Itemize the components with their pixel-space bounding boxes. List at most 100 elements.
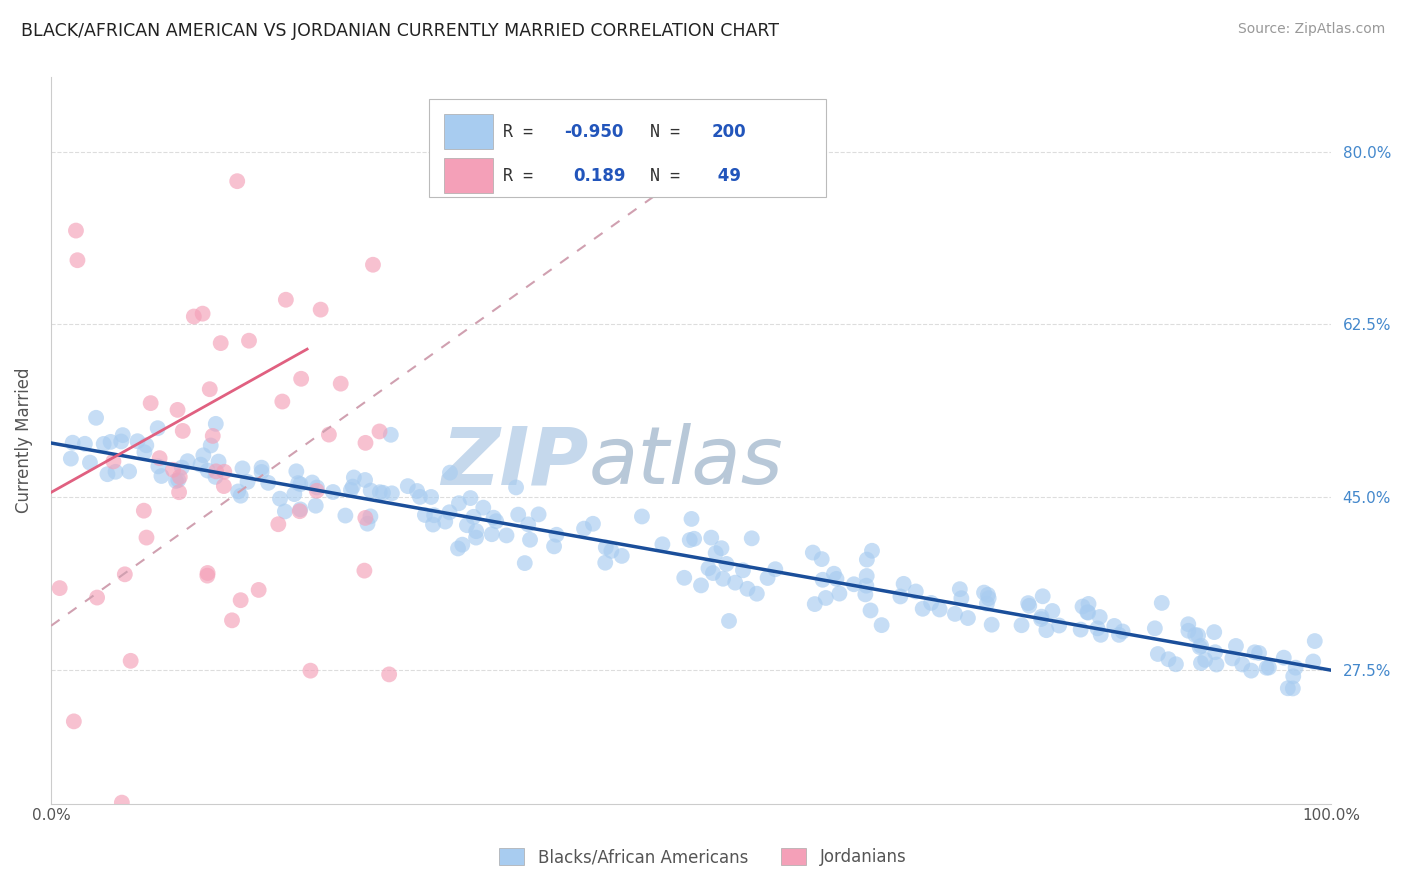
Point [299, 664, 322, 678]
Point [361, 258, 384, 272]
Point [745, 587, 768, 601]
Point [197, 566, 219, 580]
Point [166, 403, 188, 417]
Point [1282, 669, 1305, 683]
Point [354, 435, 377, 450]
Point [465, 524, 488, 538]
Text: 0.189: 0.189 [574, 167, 626, 185]
Point [342, 479, 364, 493]
Point [1143, 621, 1166, 635]
Point [651, 537, 673, 551]
Point [928, 602, 950, 616]
Point [250, 460, 273, 475]
Point [814, 591, 837, 605]
Point [1088, 610, 1111, 624]
Point [595, 541, 617, 555]
Point [610, 549, 633, 563]
Text: ZIP: ZIP [441, 424, 589, 501]
Point [343, 470, 366, 484]
Point [1029, 612, 1052, 626]
Point [1040, 604, 1063, 618]
Point [973, 585, 995, 599]
Point [949, 582, 972, 597]
Point [543, 540, 565, 554]
Point [267, 517, 290, 532]
Point [62, 435, 84, 450]
Text: -0.950: -0.950 [564, 122, 624, 141]
Point [359, 509, 381, 524]
Point [1282, 681, 1305, 696]
Point [274, 504, 297, 518]
Point [59, 451, 82, 466]
Point [207, 454, 229, 468]
Point [860, 543, 883, 558]
Point [193, 448, 215, 462]
Point [943, 607, 966, 621]
Point [472, 500, 495, 515]
Point [911, 601, 934, 615]
Text: BLACK/AFRICAN AMERICAN VS JORDANIAN CURRENTLY MARRIED CORRELATION CHART: BLACK/AFRICAN AMERICAN VS JORDANIAN CURR… [21, 22, 779, 40]
Point [756, 571, 779, 585]
Point [434, 515, 457, 529]
Point [176, 454, 198, 468]
Point [148, 459, 170, 474]
Point [66, 253, 89, 268]
Point [271, 394, 294, 409]
Point [1108, 628, 1130, 642]
Point [380, 427, 402, 442]
Point [513, 556, 536, 570]
Point [190, 458, 212, 472]
Point [1147, 647, 1170, 661]
Point [329, 376, 352, 391]
Point [731, 563, 754, 577]
Text: Source: ZipAtlas.com: Source: ZipAtlas.com [1237, 22, 1385, 37]
Point [127, 434, 149, 449]
Point [517, 517, 540, 532]
Point [1076, 605, 1098, 619]
Point [283, 487, 305, 501]
Point [96, 467, 118, 482]
Point [463, 509, 485, 524]
Point [381, 486, 404, 500]
Point [368, 425, 391, 439]
Point [86, 591, 108, 605]
Point [205, 464, 228, 478]
Text: R =: R = [503, 122, 543, 141]
Point [169, 470, 191, 484]
Point [1090, 628, 1112, 642]
Point [1070, 623, 1092, 637]
Point [1011, 618, 1033, 632]
Point [111, 428, 134, 442]
Point [1205, 657, 1227, 672]
Point [976, 597, 998, 611]
FancyBboxPatch shape [429, 99, 825, 197]
Point [1031, 609, 1053, 624]
Point [505, 480, 527, 494]
Point [214, 465, 236, 479]
Point [855, 579, 877, 593]
Point [114, 567, 136, 582]
Point [305, 499, 328, 513]
Point [269, 491, 291, 506]
Point [811, 573, 834, 587]
Point [229, 593, 252, 607]
Point [149, 451, 172, 466]
Point [146, 421, 169, 435]
Point [335, 508, 357, 523]
Point [100, 434, 122, 449]
Point [1017, 596, 1039, 610]
Point [204, 470, 226, 484]
Point [1032, 589, 1054, 603]
Point [406, 483, 429, 498]
Point [290, 502, 312, 516]
Point [104, 465, 127, 479]
Point [170, 460, 193, 475]
Point [167, 473, 190, 487]
Point [823, 566, 845, 581]
Point [396, 479, 419, 493]
Text: 200: 200 [711, 122, 747, 141]
Point [481, 527, 503, 541]
Text: R =: R = [503, 167, 553, 185]
Point [465, 531, 488, 545]
Point [1087, 621, 1109, 635]
